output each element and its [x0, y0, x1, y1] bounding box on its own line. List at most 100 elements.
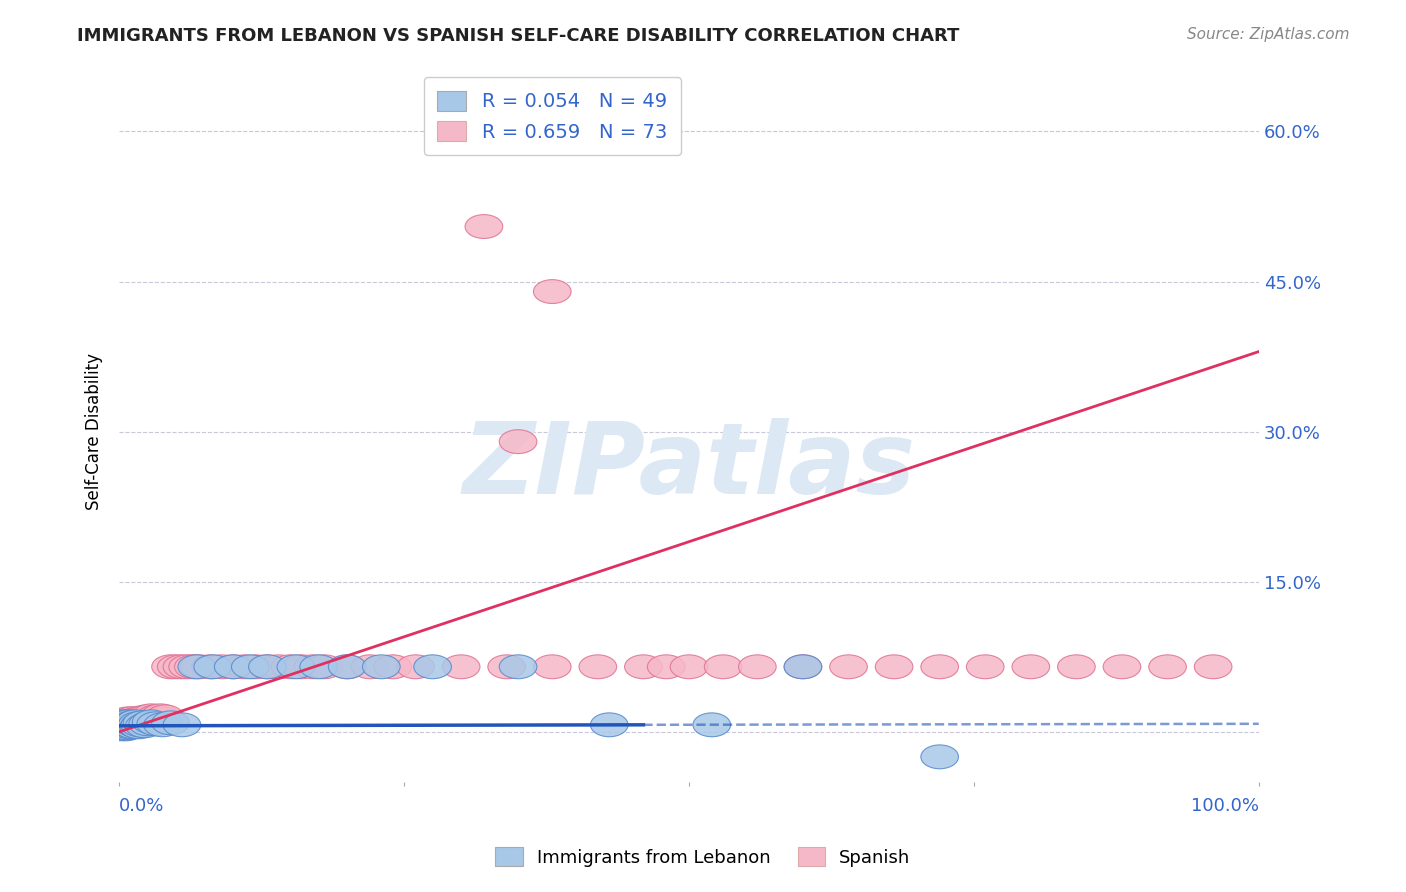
Ellipse shape: [533, 655, 571, 679]
Ellipse shape: [146, 705, 184, 729]
Ellipse shape: [591, 713, 628, 737]
Ellipse shape: [103, 712, 141, 736]
Ellipse shape: [101, 714, 139, 739]
Ellipse shape: [104, 710, 142, 734]
Ellipse shape: [179, 655, 215, 679]
Ellipse shape: [118, 714, 155, 738]
Ellipse shape: [363, 655, 401, 679]
Ellipse shape: [112, 714, 149, 738]
Ellipse shape: [120, 706, 157, 731]
Ellipse shape: [238, 655, 274, 679]
Ellipse shape: [174, 655, 212, 679]
Ellipse shape: [1149, 655, 1187, 679]
Ellipse shape: [579, 655, 617, 679]
Ellipse shape: [112, 712, 149, 736]
Ellipse shape: [117, 710, 155, 734]
Ellipse shape: [105, 716, 142, 739]
Ellipse shape: [374, 655, 412, 679]
Ellipse shape: [105, 713, 142, 737]
Ellipse shape: [1057, 655, 1095, 679]
Ellipse shape: [132, 710, 170, 734]
Ellipse shape: [128, 705, 166, 729]
Ellipse shape: [283, 655, 321, 679]
Ellipse shape: [114, 712, 152, 736]
Text: ZIPatlas: ZIPatlas: [463, 418, 915, 516]
Ellipse shape: [139, 706, 177, 730]
Ellipse shape: [124, 706, 160, 730]
Ellipse shape: [121, 713, 159, 737]
Ellipse shape: [108, 716, 146, 739]
Ellipse shape: [105, 714, 143, 739]
Ellipse shape: [352, 655, 389, 679]
Ellipse shape: [876, 655, 912, 679]
Ellipse shape: [785, 655, 821, 679]
Ellipse shape: [157, 655, 195, 679]
Ellipse shape: [108, 710, 146, 734]
Text: IMMIGRANTS FROM LEBANON VS SPANISH SELF-CARE DISABILITY CORRELATION CHART: IMMIGRANTS FROM LEBANON VS SPANISH SELF-…: [77, 27, 960, 45]
Ellipse shape: [647, 655, 685, 679]
Ellipse shape: [671, 655, 707, 679]
Ellipse shape: [163, 713, 201, 737]
Ellipse shape: [202, 655, 240, 679]
Ellipse shape: [115, 710, 153, 734]
Ellipse shape: [122, 708, 160, 731]
Ellipse shape: [232, 655, 269, 679]
Ellipse shape: [110, 706, 148, 731]
Ellipse shape: [226, 655, 263, 679]
Ellipse shape: [194, 655, 232, 679]
Ellipse shape: [152, 711, 190, 735]
Ellipse shape: [180, 655, 218, 679]
Ellipse shape: [125, 714, 163, 738]
Ellipse shape: [118, 709, 156, 732]
Ellipse shape: [105, 711, 143, 735]
Ellipse shape: [143, 706, 181, 731]
Ellipse shape: [214, 655, 252, 679]
Ellipse shape: [443, 655, 479, 679]
Ellipse shape: [136, 712, 174, 736]
Ellipse shape: [499, 655, 537, 679]
Ellipse shape: [111, 714, 149, 739]
Ellipse shape: [112, 709, 149, 732]
Ellipse shape: [413, 655, 451, 679]
Ellipse shape: [738, 655, 776, 679]
Ellipse shape: [921, 655, 959, 679]
Ellipse shape: [101, 712, 139, 736]
Ellipse shape: [143, 713, 181, 737]
Ellipse shape: [105, 708, 143, 731]
Ellipse shape: [120, 714, 157, 739]
Ellipse shape: [329, 655, 366, 679]
Ellipse shape: [249, 655, 287, 679]
Ellipse shape: [249, 655, 287, 679]
Ellipse shape: [104, 714, 142, 738]
Ellipse shape: [125, 708, 163, 731]
Ellipse shape: [465, 215, 503, 238]
Ellipse shape: [921, 745, 959, 769]
Ellipse shape: [277, 655, 315, 679]
Ellipse shape: [117, 708, 155, 731]
Ellipse shape: [107, 713, 145, 737]
Ellipse shape: [104, 711, 142, 735]
Ellipse shape: [132, 704, 170, 728]
Ellipse shape: [1104, 655, 1140, 679]
Ellipse shape: [110, 710, 148, 734]
Ellipse shape: [103, 717, 141, 740]
Ellipse shape: [329, 655, 366, 679]
Ellipse shape: [121, 710, 159, 734]
Ellipse shape: [966, 655, 1004, 679]
Ellipse shape: [107, 717, 145, 740]
Text: Source: ZipAtlas.com: Source: ZipAtlas.com: [1187, 27, 1350, 42]
Ellipse shape: [163, 655, 201, 679]
Ellipse shape: [112, 706, 150, 731]
Ellipse shape: [103, 710, 141, 734]
Ellipse shape: [118, 712, 156, 736]
Ellipse shape: [112, 711, 150, 735]
Ellipse shape: [108, 714, 146, 738]
Ellipse shape: [396, 655, 434, 679]
Ellipse shape: [271, 655, 309, 679]
Ellipse shape: [131, 706, 167, 731]
Ellipse shape: [107, 712, 145, 736]
Ellipse shape: [214, 655, 252, 679]
Ellipse shape: [111, 711, 149, 735]
Ellipse shape: [693, 713, 731, 737]
Y-axis label: Self-Care Disability: Self-Care Disability: [86, 353, 103, 510]
